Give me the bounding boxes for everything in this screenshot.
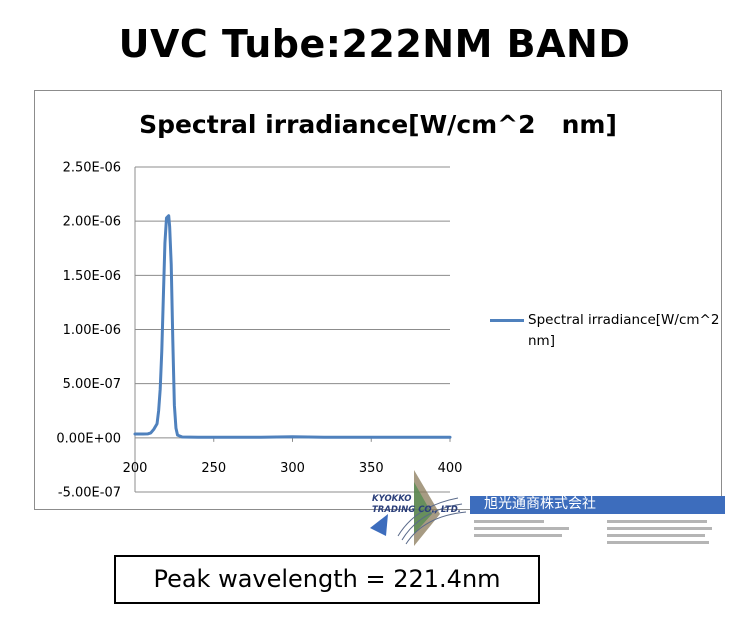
x-tick-label: 350 (359, 461, 384, 476)
legend-label: Spectral irradiance[W/cm^2 nm] (528, 312, 733, 349)
logo-emblem-icon (370, 470, 467, 546)
x-tick-label: 300 (280, 461, 305, 476)
peak-wavelength-box: Peak wavelength = 221.4nm (114, 555, 540, 604)
series-line (133, 214, 452, 439)
y-tick-label: 2.00E-06 (63, 215, 121, 230)
x-tick-label: 250 (201, 461, 226, 476)
logo-english-name: KYOKKO TRADING CO., LTD. (372, 494, 461, 515)
y-tick-label: 2.50E-06 (63, 161, 121, 176)
y-tick-label: 1.50E-06 (63, 269, 121, 284)
y-tick-label: 1.00E-06 (63, 323, 121, 338)
fine-print-line (607, 534, 705, 537)
fine-print-line (607, 527, 712, 530)
y-tick-label: 0.00E+00 (56, 431, 121, 446)
legend-line-swatch (490, 319, 524, 322)
x-tick-label: 200 (123, 461, 148, 476)
fine-print-line (474, 527, 569, 530)
fine-print-line (474, 534, 562, 537)
chart-title: Spectral irradiance[W/cm^2 nm] (139, 110, 617, 139)
fine-print-line (474, 520, 544, 523)
chart-legend: Spectral irradiance[W/cm^2 nm] (490, 310, 720, 354)
y-tick-label: -5.00E-07 (58, 486, 121, 501)
fine-print-line (607, 541, 709, 544)
fine-print-line (607, 520, 707, 523)
company-logo: KYOKKO TRADING CO., LTD. 旭光通商株式会社 (362, 470, 737, 550)
logo-japanese-name: 旭光通商株式会社 (484, 496, 596, 512)
y-tick-label: 5.00E-07 (63, 377, 121, 392)
logo-banner (470, 496, 725, 514)
chart-frame (34, 90, 722, 510)
x-tick-label: 400 (438, 461, 463, 476)
page-title: UVC Tube:222NM BAND (118, 22, 631, 66)
